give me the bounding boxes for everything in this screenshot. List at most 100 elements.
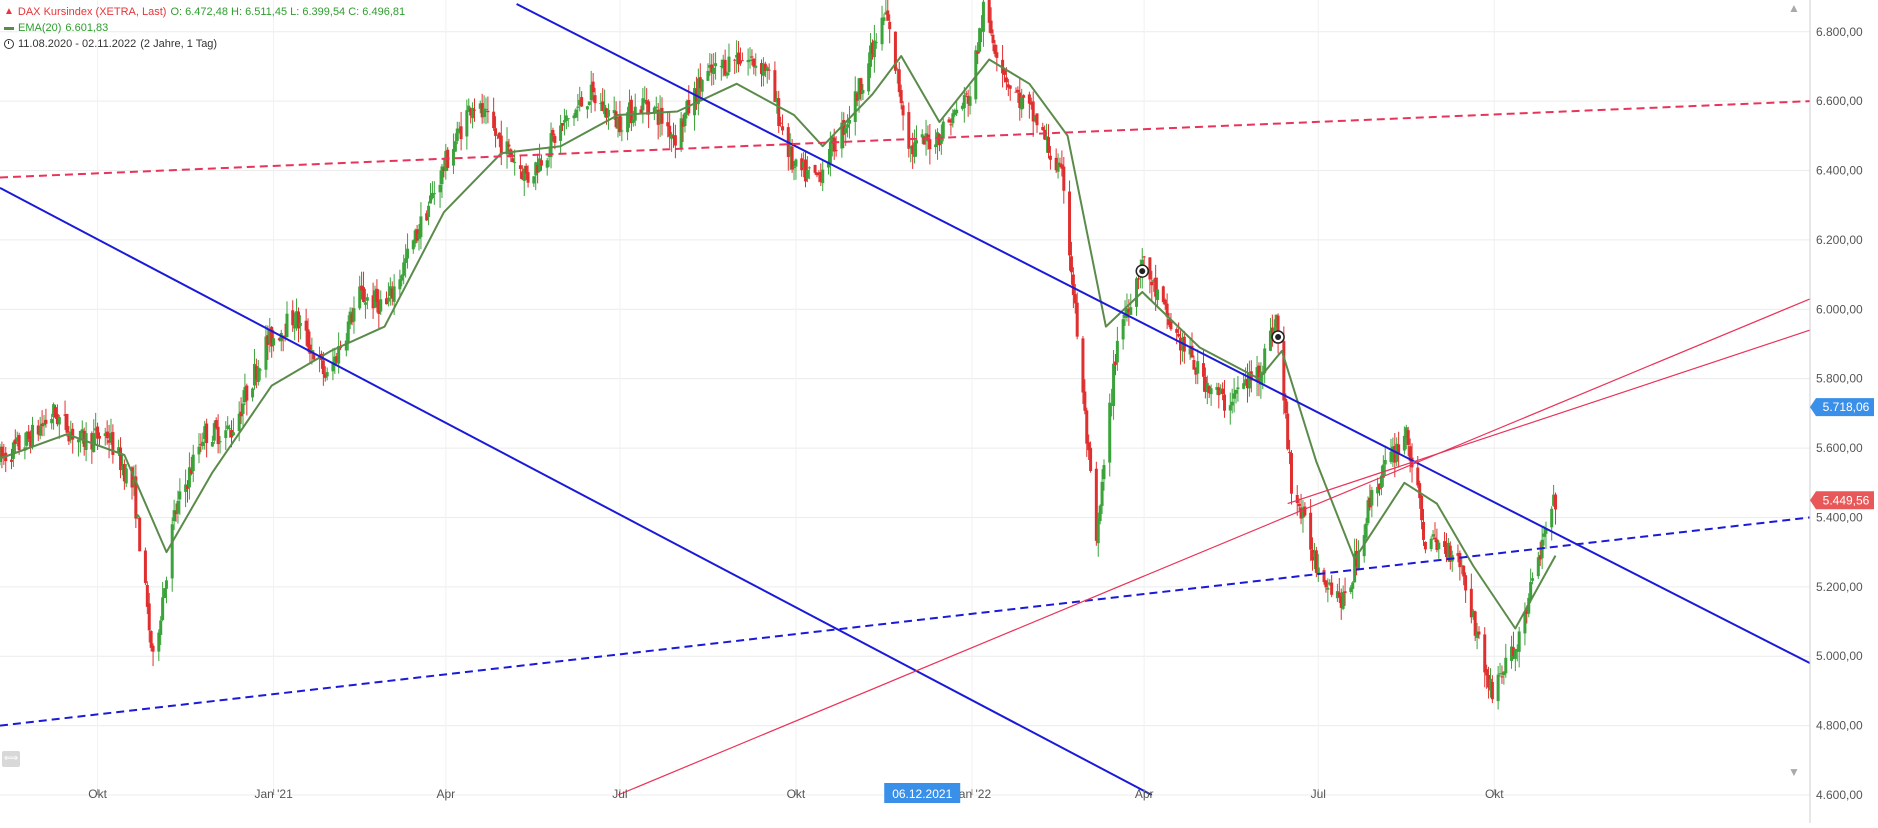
- candle-body: [1511, 647, 1515, 657]
- y-tick-label: 4.800,00: [1816, 719, 1863, 733]
- candle-body: [499, 135, 503, 155]
- trendline-red-solid[interactable]: [617, 298, 1811, 796]
- candle-body: [1349, 587, 1353, 592]
- candle-body: [31, 424, 35, 447]
- candle-body: [647, 101, 651, 115]
- candle-body: [406, 248, 410, 259]
- candle-body: [947, 119, 951, 123]
- ema-swatch: [4, 26, 14, 30]
- candle-body: [1054, 157, 1058, 171]
- candle-body: [817, 172, 821, 174]
- candle-body: [306, 329, 310, 348]
- candle-body: [1270, 327, 1274, 339]
- trendline-red-dashed[interactable]: [0, 100, 1811, 179]
- candle-body: [157, 632, 161, 652]
- candle-body: [1475, 631, 1479, 638]
- candle-body: [201, 441, 205, 447]
- ema-layer: [0, 55, 1557, 630]
- candle-body: [245, 385, 249, 401]
- candle-body: [331, 362, 335, 372]
- candle-body: [964, 93, 968, 95]
- trendline-layer[interactable]: [0, 3, 1811, 796]
- ohlc-values: O: 6.472,48 H: 6.511,45 L: 6.399,54 C: 6…: [170, 6, 406, 18]
- trendline-blue-solid[interactable]: [0, 186, 1153, 796]
- candle-body: [1259, 372, 1263, 385]
- candle-body: [981, 1, 985, 32]
- candle-body: [360, 285, 364, 291]
- candle-body: [1257, 365, 1261, 383]
- collapse-panel-icon[interactable]: ⟺: [2, 751, 20, 767]
- candle-body: [1075, 302, 1079, 337]
- candle-body: [1433, 537, 1437, 540]
- candle-body: [1343, 591, 1347, 594]
- candle-body: [888, 21, 892, 30]
- candle-body: [1335, 591, 1339, 599]
- candle-body: [1496, 674, 1500, 702]
- scroll-up-icon[interactable]: ▲: [1788, 1, 1800, 15]
- axis-layer: 4.600,00 4.800,00 5.000,00 5.200,00 5.400,00…: [88, 0, 1874, 823]
- candle-body: [1058, 163, 1062, 165]
- candle-body: [1339, 596, 1343, 608]
- candle-body: [1523, 612, 1527, 634]
- candle-body: [103, 433, 107, 436]
- price-label-last: 5.449,56: [1823, 493, 1870, 507]
- candle-body: [681, 121, 685, 127]
- candle-body: [884, 12, 888, 15]
- candle-body: [212, 423, 216, 441]
- candle-body: [763, 63, 767, 71]
- candle-body: [147, 603, 151, 631]
- candle-body: [1188, 348, 1192, 355]
- candle-body: [455, 128, 459, 141]
- candle-body: [388, 286, 392, 296]
- candle-body: [1148, 257, 1152, 280]
- candle-body: [511, 158, 515, 163]
- scroll-down-icon[interactable]: ▼: [1788, 765, 1800, 779]
- candle-body: [337, 346, 341, 364]
- candle-body: [419, 216, 423, 238]
- y-tick-label: 6.400,00: [1816, 164, 1863, 178]
- candle-body: [1022, 95, 1026, 98]
- ema-value: 6.601,83: [65, 22, 109, 34]
- candle-body: [1337, 592, 1341, 597]
- candle-body: [1094, 468, 1098, 541]
- candle-body: [214, 420, 218, 428]
- candle-body: [815, 172, 819, 176]
- trendline-blue-dashed[interactable]: [0, 516, 1811, 727]
- candle-body: [804, 159, 808, 182]
- candle-body: [513, 162, 517, 164]
- legend-ema-row: EMA(20) 6.601,83: [4, 20, 405, 36]
- candle-body: [666, 122, 670, 127]
- y-tick-label: 6.800,00: [1816, 25, 1863, 39]
- candle-body: [1228, 405, 1232, 411]
- candle-body: [1112, 363, 1116, 407]
- candle-body: [1376, 486, 1380, 494]
- candle-body: [1085, 410, 1089, 444]
- candle-body: [497, 132, 501, 139]
- candle-body: [256, 367, 260, 382]
- candle-body: [13, 439, 17, 444]
- candle-body: [800, 158, 804, 171]
- candle-body: [901, 105, 905, 116]
- candle-body: [1268, 330, 1272, 351]
- candle-body: [870, 42, 874, 55]
- candle-body: [1490, 681, 1494, 700]
- candle-body: [1538, 555, 1542, 560]
- candle-body: [828, 141, 832, 164]
- trendline-blue-solid[interactable]: [516, 3, 1811, 665]
- candle-body: [1431, 534, 1435, 537]
- candle-body: [520, 171, 524, 180]
- candle-body: [124, 468, 128, 484]
- candle-body: [1274, 314, 1278, 328]
- candle-body: [252, 363, 256, 386]
- candle-body: [1550, 508, 1554, 528]
- candle-body: [1035, 113, 1039, 126]
- candle-body: [1205, 382, 1209, 393]
- candle-body: [880, 17, 884, 45]
- trendline-red-solid[interactable]: [1287, 329, 1811, 505]
- candle-body: [1043, 129, 1047, 140]
- candle-body: [1123, 314, 1127, 318]
- candle-body: [1355, 550, 1359, 567]
- candle-body: [1016, 89, 1020, 93]
